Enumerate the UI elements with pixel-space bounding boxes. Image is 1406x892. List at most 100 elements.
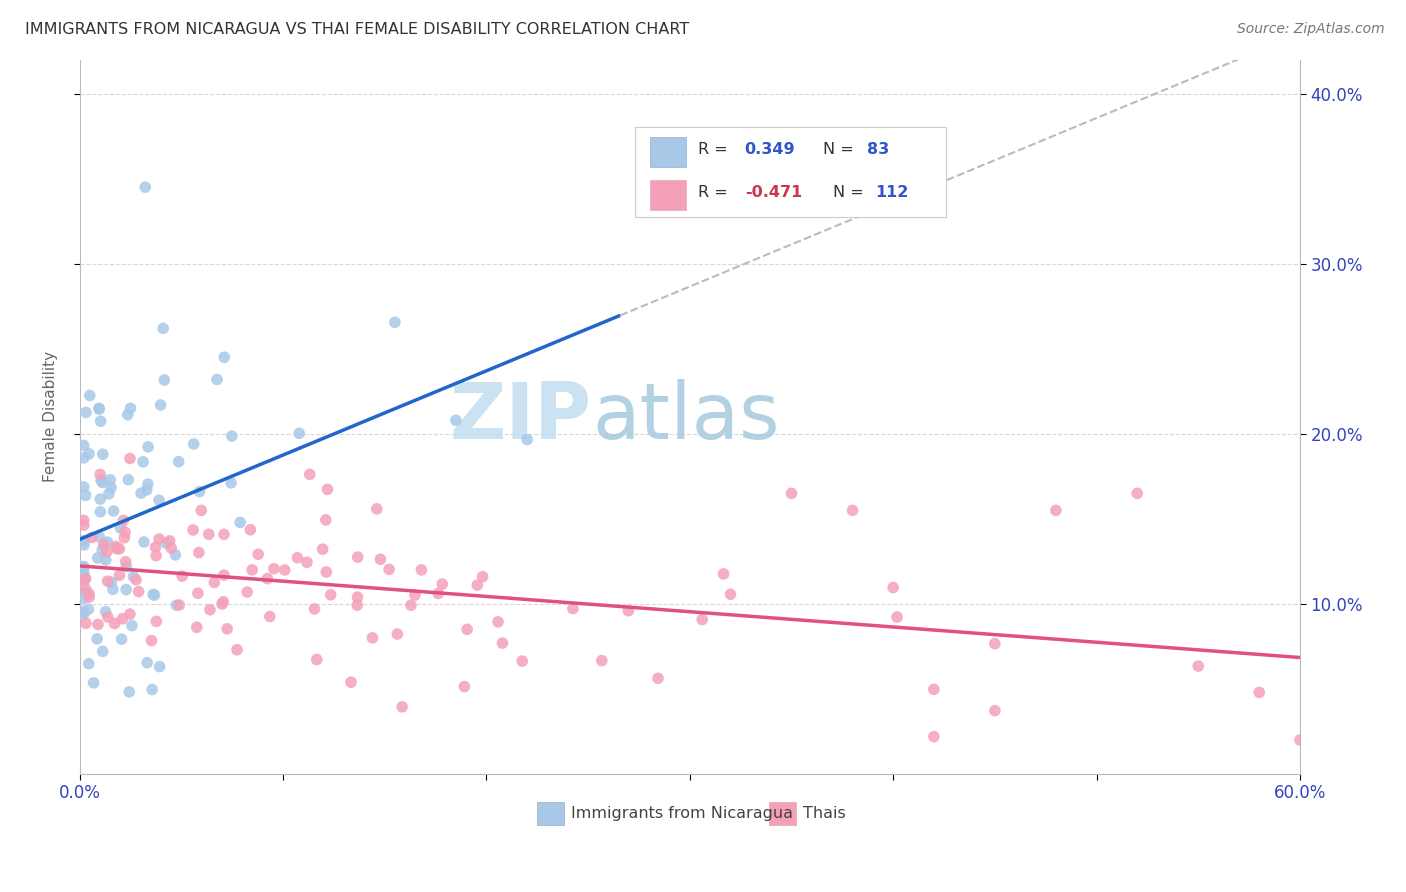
Point [212, 595, 235, 609]
Point [136, 656, 159, 670]
Point [117, 408, 139, 422]
Point [136, 440, 159, 454]
Text: N =: N = [832, 186, 869, 200]
Point [148, 532, 170, 546]
Point [87, 550, 110, 565]
Point [100, 575, 122, 590]
Point [89, 492, 111, 507]
Point [110, 521, 132, 535]
Point [73, 538, 96, 552]
Point [882, 581, 904, 595]
Point [145, 549, 167, 563]
FancyBboxPatch shape [636, 128, 946, 217]
Point [219, 475, 242, 490]
Point [361, 631, 384, 645]
Point [432, 577, 454, 591]
Point [97, 610, 120, 624]
Y-axis label: Female Disability: Female Disability [44, 351, 58, 483]
Point [212, 527, 235, 541]
Text: -0.471: -0.471 [745, 186, 801, 200]
Point [183, 437, 205, 451]
Point [399, 599, 422, 613]
Point [444, 413, 467, 427]
Point [1126, 486, 1149, 500]
Point [159, 533, 181, 548]
Point [114, 555, 136, 569]
Point [153, 373, 176, 387]
Point [136, 477, 159, 491]
Point [229, 516, 252, 530]
Text: R =: R = [699, 186, 733, 200]
Point [152, 321, 174, 335]
Point [387, 627, 409, 641]
Point [305, 652, 328, 666]
Point [125, 573, 148, 587]
Point [319, 588, 342, 602]
Point [690, 613, 713, 627]
Point [77, 602, 100, 616]
Point [304, 602, 326, 616]
Point [120, 401, 142, 416]
Text: 83: 83 [866, 143, 889, 157]
Point [391, 699, 413, 714]
Point [87, 617, 110, 632]
Point [118, 451, 141, 466]
Point [226, 642, 249, 657]
Point [187, 586, 209, 600]
Point [73, 569, 96, 583]
Text: 112: 112 [876, 186, 908, 200]
Point [73, 533, 96, 548]
Point [87, 401, 110, 416]
Text: Source: ZipAtlas.com: Source: ZipAtlas.com [1237, 22, 1385, 37]
Point [713, 566, 735, 581]
Point [190, 503, 212, 517]
Point [561, 601, 583, 615]
Point [118, 607, 141, 621]
Point [132, 535, 155, 549]
Point [984, 704, 1007, 718]
Point [404, 588, 426, 602]
Point [197, 527, 219, 541]
Point [75, 405, 97, 419]
Point [263, 562, 285, 576]
Point [165, 599, 187, 613]
Point [181, 523, 204, 537]
Point [346, 598, 368, 612]
Point [73, 566, 96, 580]
Point [75, 488, 97, 502]
Bar [537, 802, 564, 825]
Point [366, 501, 388, 516]
Point [256, 572, 278, 586]
Point [316, 483, 339, 497]
Point [160, 541, 183, 555]
Point [315, 513, 337, 527]
Point [73, 560, 96, 574]
Point [617, 604, 640, 618]
Point [104, 616, 127, 631]
Point [103, 504, 125, 518]
Point [121, 618, 143, 632]
Point [647, 671, 669, 685]
Point [83, 676, 105, 690]
Point [411, 563, 433, 577]
Point [89, 505, 111, 519]
Point [886, 610, 908, 624]
Point [86, 632, 108, 646]
Point [167, 598, 190, 612]
Point [340, 675, 363, 690]
Point [89, 402, 111, 417]
Point [167, 455, 190, 469]
Point [79, 388, 101, 402]
Point [96, 535, 118, 549]
Point [311, 542, 333, 557]
Point [141, 682, 163, 697]
Point [142, 587, 165, 601]
Point [91, 447, 114, 461]
Point [456, 623, 478, 637]
Point [212, 351, 235, 365]
Point [295, 555, 318, 569]
Point [94, 553, 117, 567]
Text: atlas: atlas [592, 379, 780, 455]
Point [111, 612, 134, 626]
Point [212, 568, 235, 582]
